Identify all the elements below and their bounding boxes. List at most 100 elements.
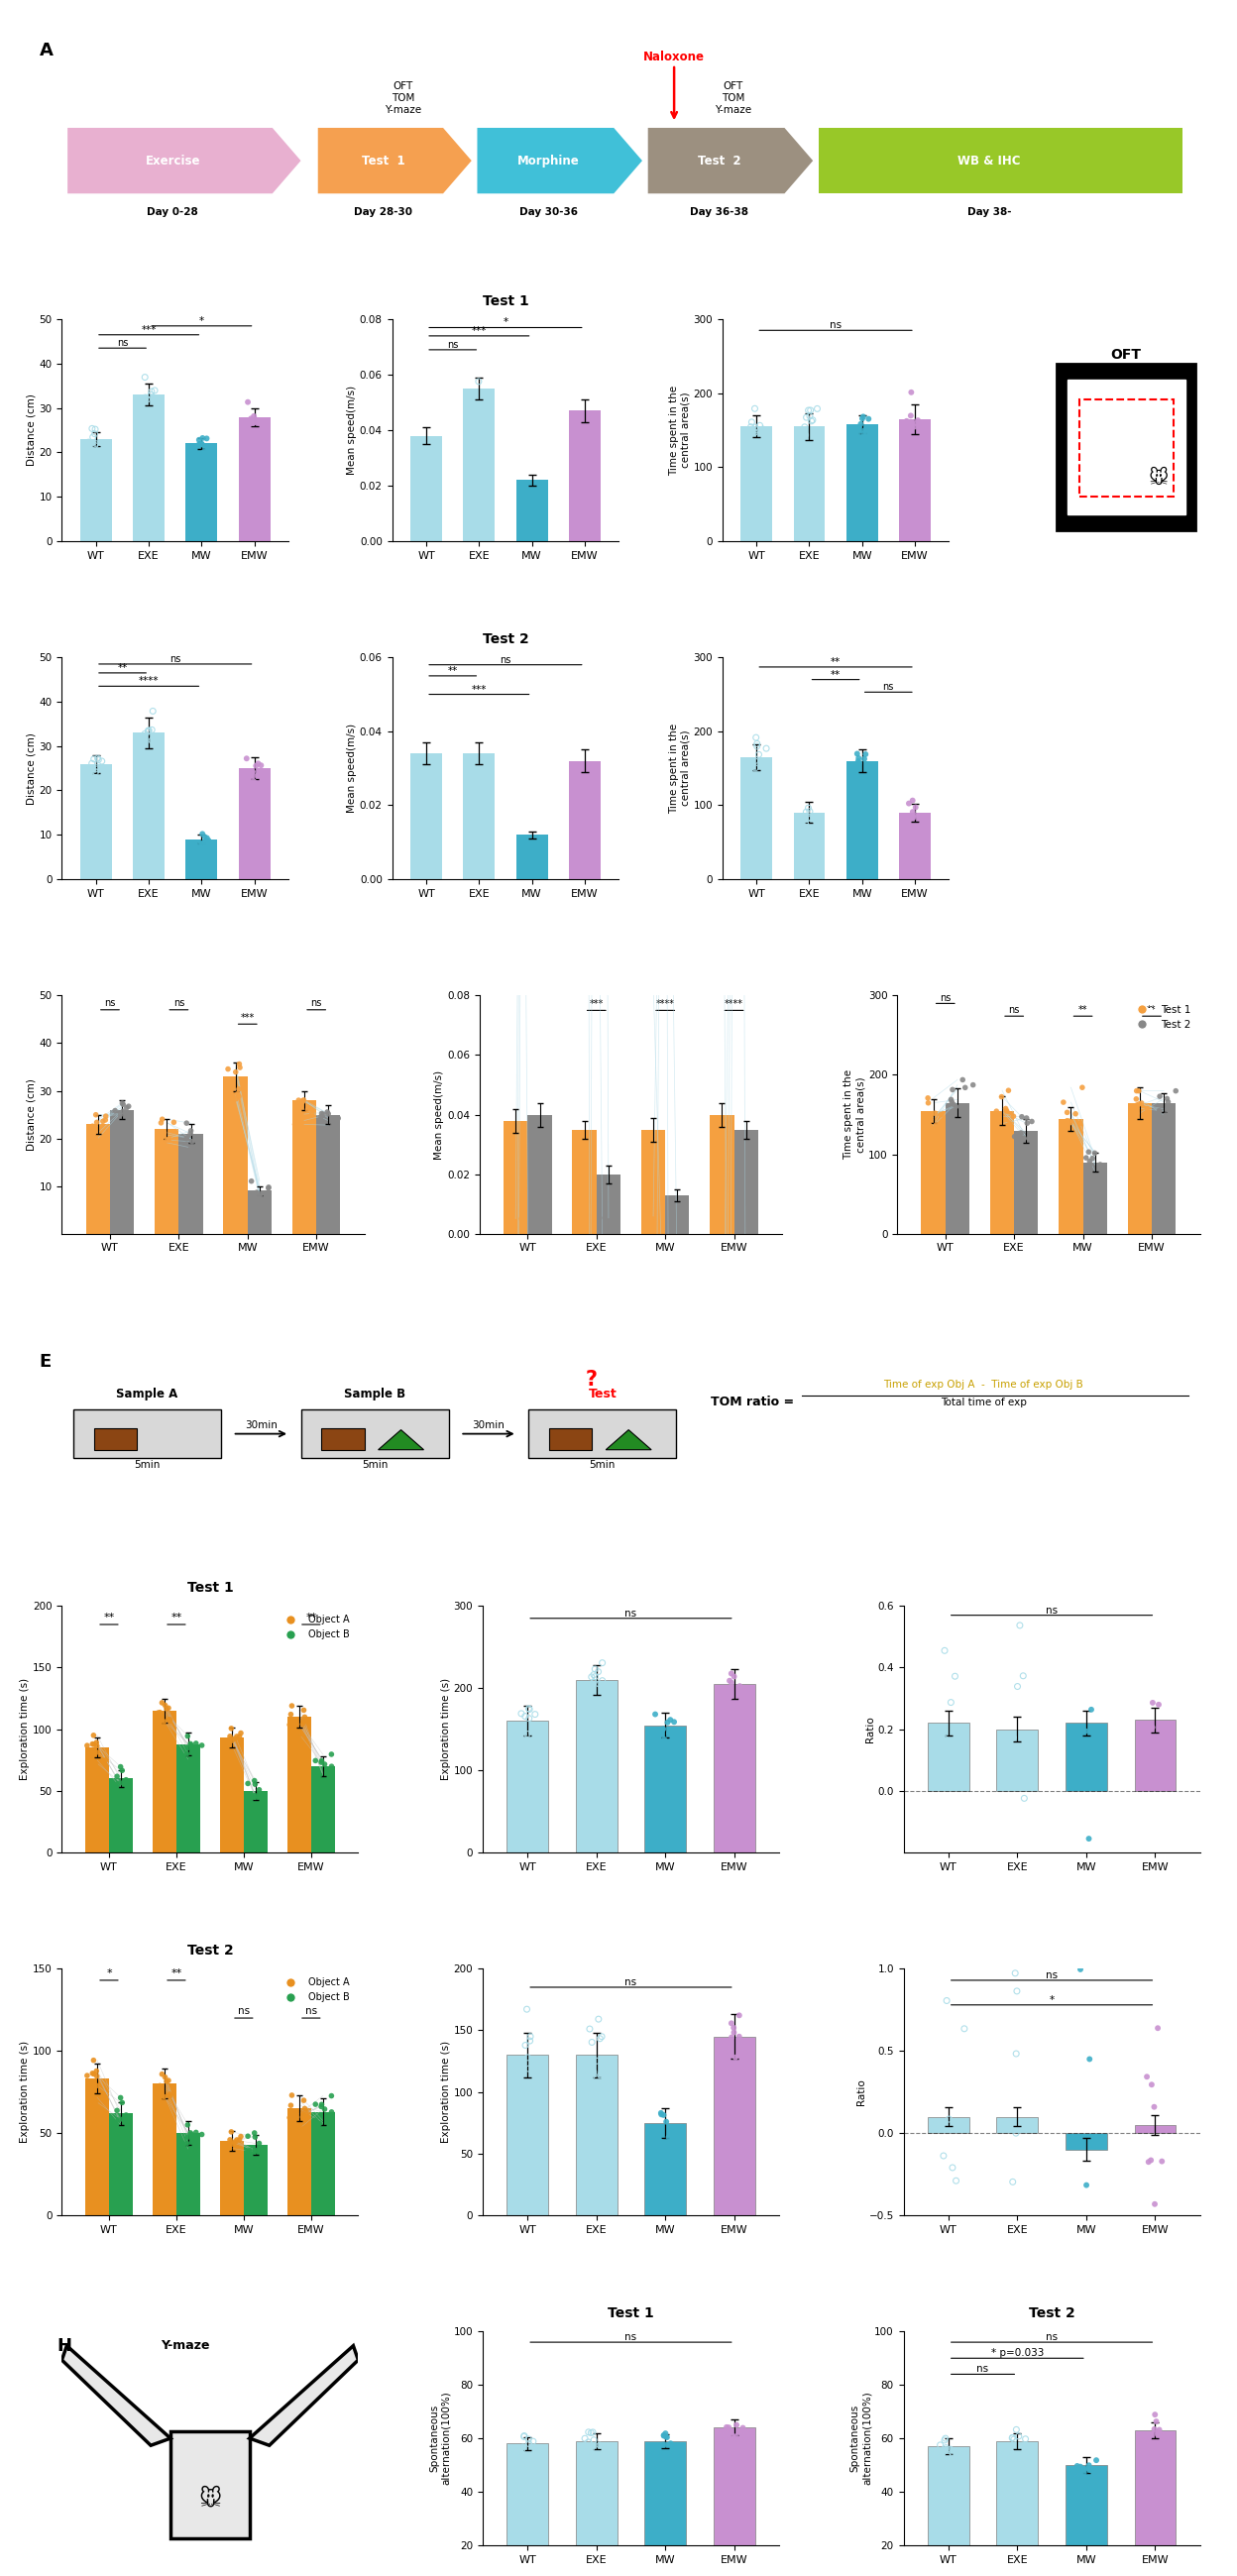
- Bar: [153, 1710, 177, 1852]
- Bar: [310, 2112, 335, 2215]
- Point: [649, 2120, 669, 2161]
- Point: [862, 747, 882, 788]
- Point: [104, 2102, 124, 2143]
- Point: [524, 1989, 544, 2030]
- Bar: [411, 435, 442, 541]
- Point: [849, 737, 868, 778]
- Text: ns: ns: [977, 2365, 988, 2375]
- Point: [1148, 2411, 1168, 2452]
- Text: ns: ns: [883, 683, 894, 693]
- Point: [165, 1103, 184, 1144]
- Text: Day 36-38: Day 36-38: [690, 209, 748, 216]
- Point: [1014, 1777, 1034, 1819]
- Point: [903, 781, 923, 822]
- Point: [849, 742, 868, 783]
- Point: [238, 1762, 257, 1803]
- Point: [1008, 1667, 1028, 1708]
- Bar: [1056, 363, 1195, 531]
- Bar: [287, 1716, 310, 1852]
- Text: ***: ***: [240, 1012, 255, 1023]
- Point: [1079, 2447, 1098, 2488]
- Point: [141, 399, 161, 440]
- Y-axis label: Time spent in the
central area(s): Time spent in the central area(s): [669, 384, 690, 477]
- Point: [955, 2009, 975, 2050]
- Point: [177, 1118, 197, 1159]
- Point: [221, 2123, 241, 2164]
- Point: [1071, 1965, 1091, 2007]
- Point: [470, 1020, 490, 1061]
- Point: [250, 2123, 270, 2164]
- Point: [742, 1481, 762, 1522]
- Point: [1074, 2452, 1094, 2494]
- Legend: Object A, Object B: Object A, Object B: [277, 1973, 354, 2007]
- Polygon shape: [250, 2347, 359, 2445]
- Point: [1150, 1077, 1170, 1118]
- Text: **: **: [171, 1968, 182, 1978]
- Point: [181, 1110, 200, 1151]
- Point: [1004, 2419, 1024, 2460]
- Point: [512, 1198, 532, 1239]
- Text: Day 30-36: Day 30-36: [520, 209, 578, 216]
- Point: [249, 742, 268, 783]
- Point: [314, 2089, 334, 2130]
- Point: [280, 2097, 299, 2138]
- Point: [160, 2074, 179, 2115]
- Point: [531, 876, 550, 917]
- Text: ns: ns: [500, 654, 511, 665]
- Point: [1007, 1473, 1027, 1515]
- Point: [160, 2076, 179, 2117]
- Point: [423, 386, 443, 428]
- Point: [590, 2056, 610, 2097]
- Point: [1006, 2032, 1025, 2074]
- Point: [468, 1311, 487, 1352]
- Point: [520, 1690, 539, 1731]
- Point: [190, 425, 210, 466]
- Point: [413, 992, 433, 1033]
- Point: [581, 1656, 601, 1698]
- Point: [288, 1079, 308, 1121]
- Point: [1138, 2141, 1158, 2182]
- Bar: [109, 2112, 132, 2215]
- Bar: [528, 1115, 552, 1234]
- Point: [108, 2089, 127, 2130]
- Point: [113, 2081, 132, 2123]
- Point: [306, 2099, 325, 2141]
- Text: **: **: [448, 667, 458, 675]
- Point: [189, 422, 209, 464]
- Bar: [85, 2079, 109, 2215]
- Point: [245, 2117, 265, 2159]
- Point: [1076, 2164, 1096, 2205]
- Bar: [922, 1110, 945, 1234]
- Bar: [310, 1767, 335, 1852]
- Point: [1129, 1069, 1149, 1110]
- Point: [1148, 2414, 1168, 2455]
- Text: 30min: 30min: [473, 1419, 505, 1430]
- Point: [945, 1656, 965, 1698]
- Point: [745, 739, 764, 781]
- Point: [1080, 1144, 1100, 1185]
- Point: [579, 2097, 599, 2138]
- Point: [297, 2094, 317, 2136]
- Point: [747, 410, 767, 451]
- Point: [141, 739, 161, 781]
- Polygon shape: [477, 129, 642, 193]
- Point: [244, 1175, 263, 1216]
- Point: [1145, 2184, 1165, 2226]
- Point: [230, 1046, 250, 1087]
- Point: [1132, 1082, 1152, 1123]
- Bar: [997, 1728, 1038, 1790]
- Point: [105, 1090, 125, 1131]
- Point: [471, 31, 491, 72]
- Point: [1079, 1819, 1098, 1860]
- Point: [469, 106, 489, 147]
- Bar: [899, 420, 930, 541]
- Point: [1058, 1092, 1077, 1133]
- Point: [298, 1090, 318, 1131]
- Point: [229, 1043, 249, 1084]
- Point: [157, 1687, 177, 1728]
- Point: [521, 2017, 541, 2058]
- Bar: [575, 1680, 617, 1852]
- Legend: Test 1, Test 2: Test 1, Test 2: [1127, 999, 1195, 1033]
- Point: [177, 2123, 197, 2164]
- Point: [1017, 1561, 1037, 1602]
